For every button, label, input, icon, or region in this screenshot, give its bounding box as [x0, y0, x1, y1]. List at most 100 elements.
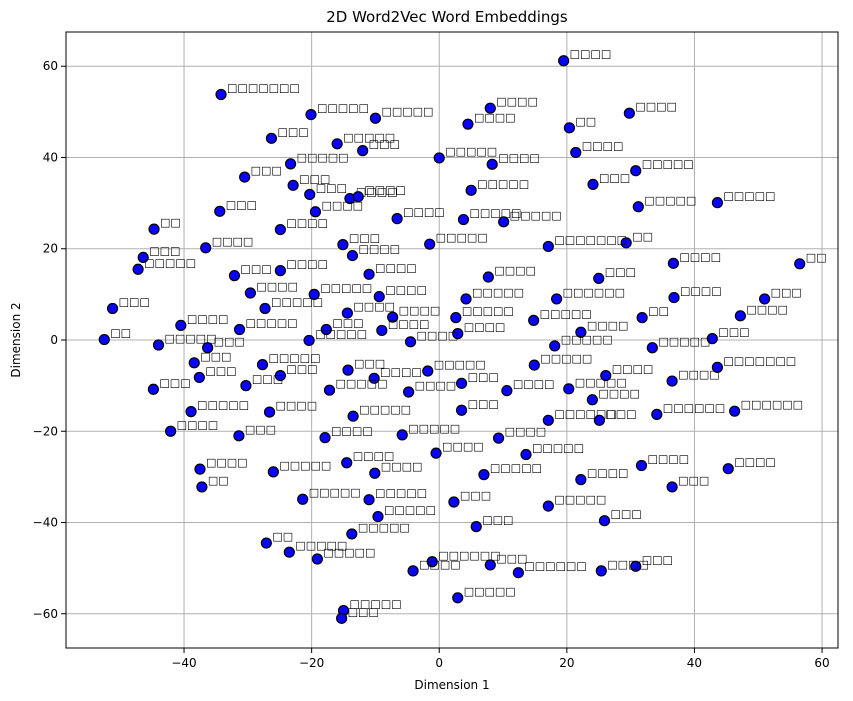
embedding-word-label: □□□□□ — [358, 521, 410, 534]
embedding-point — [630, 560, 642, 572]
embedding-point — [598, 515, 611, 527]
embedding-point — [341, 307, 353, 319]
embedding-word-label: □□□ — [200, 350, 231, 363]
embedding-point — [424, 238, 436, 250]
embedding-point — [98, 333, 110, 346]
embedding-word-label: □□□ — [119, 296, 150, 309]
embedding-word-label: □□□□□ — [317, 102, 369, 115]
embedding-word-label: □□□□□ — [723, 190, 775, 203]
embedding-point — [586, 394, 598, 406]
y-tick-label: −60 — [33, 607, 58, 621]
embedding-point — [369, 112, 382, 124]
embedding-word-label: □□□ — [460, 489, 491, 502]
embedding-word-label: □□□□□□ — [663, 401, 725, 414]
embedding-word-label: □□□ — [349, 232, 380, 245]
embedding-point — [407, 565, 419, 577]
y-tick-label: 40 — [43, 150, 58, 164]
embedding-point — [465, 184, 477, 196]
embedding-word-label: □□□□ — [177, 418, 219, 431]
embedding-word-label: □□□□□ — [434, 358, 486, 371]
embedding-point — [244, 287, 256, 299]
embedding-point — [233, 323, 246, 336]
embedding-point — [373, 291, 385, 303]
embedding-word-label: □□□□ — [607, 558, 649, 571]
embedding-word-label: □□□□ — [388, 317, 430, 330]
embedding-point — [284, 158, 297, 170]
embedding-word-label: □□□□□ — [540, 352, 592, 365]
embedding-point — [478, 469, 490, 481]
embedding-word-label: □□□ — [226, 198, 257, 211]
embedding-word-label: □□□□□ — [561, 333, 613, 346]
embedding-point — [274, 265, 286, 277]
embedding-point — [623, 107, 635, 119]
embedding-point — [528, 314, 540, 326]
embedding-word-label: □□□□□ — [343, 131, 395, 144]
y-tick-label: 60 — [43, 59, 58, 73]
embedding-word-label: □□□□□ — [469, 207, 521, 220]
embedding-point — [193, 371, 205, 384]
embedding-point — [311, 553, 323, 565]
embedding-word-label: □□□ — [214, 335, 245, 348]
embedding-point — [376, 324, 388, 337]
embedding-point — [448, 496, 460, 508]
embedding-point — [450, 312, 462, 324]
embedding-point — [214, 205, 226, 217]
x-axis-label: Dimension 1 — [414, 678, 489, 692]
embedding-point — [433, 152, 445, 164]
embedding-point — [422, 365, 434, 377]
embedding-point — [630, 165, 642, 177]
embedding-point — [492, 432, 505, 444]
embedding-word-label: □□□□□ — [144, 256, 196, 269]
embedding-point — [455, 377, 468, 389]
data-points: □□□□□□□□□□□□□□□ □□□□□□□□□ □□□□□ □□□□ □□□□□ □□… — [98, 48, 827, 624]
x-tick-label: 20 — [559, 656, 574, 670]
embedding-word-label: □□□□ — [419, 558, 461, 571]
embedding-word-label: □□□□ — [353, 450, 395, 463]
embedding-word-label: □□□ — [316, 181, 347, 194]
embedding-point — [346, 528, 358, 540]
embedding-point — [303, 334, 315, 347]
y-axis-label: Dimension 2 — [9, 302, 23, 377]
embedding-point — [200, 242, 212, 254]
embedding-point — [202, 342, 214, 354]
embedding-point — [729, 405, 741, 417]
embedding-point — [283, 546, 295, 558]
x-tick-label: −40 — [171, 656, 196, 670]
embedding-word-label: □□□□□ — [384, 504, 436, 517]
embedding-word-label: □□□□ — [380, 365, 422, 378]
embedding-point — [484, 102, 496, 114]
embedding-point — [228, 270, 241, 282]
embedding-word-label: □□□ — [245, 423, 276, 436]
embedding-point — [363, 494, 375, 506]
embedding-word-label: □□□□□ — [490, 462, 542, 475]
embedding-word-label: □□□□ — [381, 460, 423, 473]
x-tick-label: −20 — [299, 656, 324, 670]
embedding-point — [319, 432, 331, 444]
embedding-point — [259, 302, 271, 315]
embedding-point — [470, 521, 482, 533]
embedding-word-label: □□□ — [718, 326, 749, 339]
embedding-word-label: □□ — [110, 327, 131, 340]
embedding-word-label: □□ — [632, 230, 653, 243]
embedding-point — [308, 288, 320, 300]
embedding-point — [274, 223, 286, 236]
embedding-point — [759, 293, 771, 305]
embedding-word-label: □□□ — [159, 376, 190, 389]
embedding-point — [651, 408, 663, 420]
embedding-word-label: □□□□ — [746, 303, 788, 316]
embedding-point — [558, 55, 570, 67]
embedding-point — [240, 380, 252, 392]
embedding-point — [498, 216, 510, 228]
embedding-point — [549, 340, 561, 352]
embedding-word-label: □□□□ — [286, 258, 328, 271]
embedding-word-label: □□□□□ — [336, 377, 388, 390]
embedding-point — [706, 333, 718, 345]
embedding-point — [267, 466, 279, 478]
embedding-word-label: □□□□ — [286, 217, 328, 230]
embedding-word-label: □□□□ — [582, 139, 624, 152]
embedding-point — [363, 268, 375, 280]
embedding-point — [528, 359, 540, 371]
embedding-word-label: □□□□ — [679, 250, 721, 263]
y-tick-label: 0 — [50, 333, 58, 347]
embedding-point — [452, 592, 464, 604]
